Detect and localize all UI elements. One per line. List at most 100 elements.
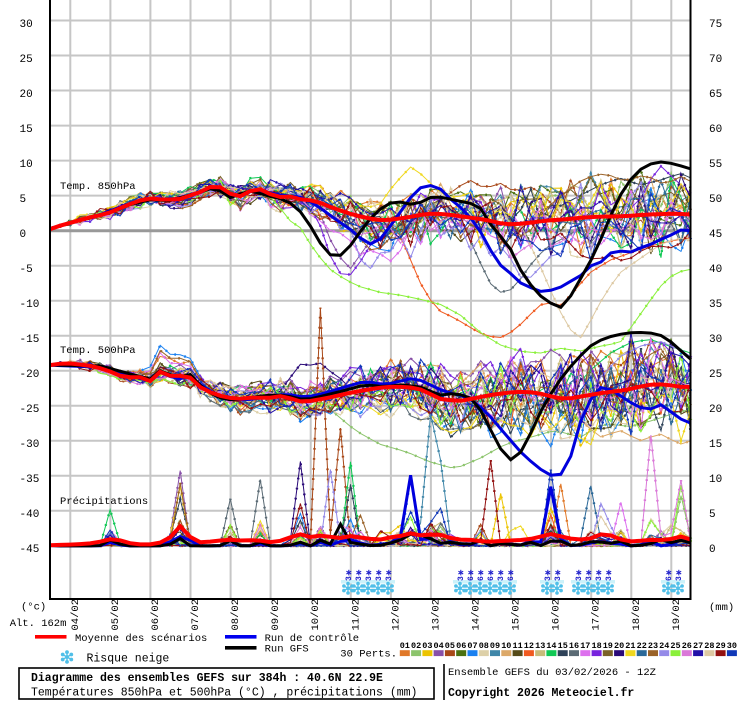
svg-text:3: 3 xyxy=(575,576,584,581)
svg-text:06/02: 06/02 xyxy=(150,599,162,631)
svg-text:3: 3 xyxy=(595,576,604,581)
svg-text:3: 3 xyxy=(605,576,614,581)
svg-text:3: 3 xyxy=(345,576,354,581)
svg-text:3: 3 xyxy=(544,576,553,581)
svg-text:13/02: 13/02 xyxy=(430,599,442,631)
svg-text:04/02: 04/02 xyxy=(70,599,82,631)
svg-text:20: 20 xyxy=(20,89,33,101)
svg-text:3: 3 xyxy=(497,576,506,581)
svg-text:6: 6 xyxy=(665,576,674,581)
svg-text:55: 55 xyxy=(709,159,722,171)
svg-text:22: 22 xyxy=(637,641,647,651)
svg-text:3: 3 xyxy=(375,576,384,581)
svg-text:-20: -20 xyxy=(20,369,40,381)
svg-text:-10: -10 xyxy=(20,299,40,311)
svg-text:10: 10 xyxy=(501,641,511,651)
svg-text:6: 6 xyxy=(507,576,516,581)
svg-text:14/02: 14/02 xyxy=(471,599,483,631)
svg-text:Diagramme des ensembles GEFS s: Diagramme des ensembles GEFS sur 384h : … xyxy=(31,672,383,685)
svg-text:Temp. 850hPa: Temp. 850hPa xyxy=(60,181,136,193)
svg-text:17/02: 17/02 xyxy=(591,599,603,631)
svg-text:06: 06 xyxy=(456,641,466,651)
svg-text:07/02: 07/02 xyxy=(190,599,202,631)
svg-text:-30: -30 xyxy=(20,439,40,451)
svg-text:Ensemble GEFS du 03/02/2026 -: Ensemble GEFS du 03/02/2026 - 12Z xyxy=(448,667,656,679)
svg-text:Run de contrôle: Run de contrôle xyxy=(265,633,360,645)
svg-text:0: 0 xyxy=(709,544,716,556)
svg-text:07: 07 xyxy=(467,641,477,651)
svg-text:Moyenne des scénarios: Moyenne des scénarios xyxy=(75,633,207,645)
svg-text:19/02: 19/02 xyxy=(671,599,683,631)
svg-text:02: 02 xyxy=(411,641,421,651)
svg-text:6: 6 xyxy=(467,576,476,581)
svg-text:30 Perts.: 30 Perts. xyxy=(340,649,397,661)
svg-text:01: 01 xyxy=(400,641,410,651)
svg-text:Copyright 2026 Meteociel.fr: Copyright 2026 Meteociel.fr xyxy=(448,687,634,700)
svg-text:Risque neige: Risque neige xyxy=(87,653,170,666)
svg-text:25: 25 xyxy=(670,641,680,651)
svg-text:08: 08 xyxy=(479,641,489,651)
svg-text:30: 30 xyxy=(727,641,737,651)
svg-text:3: 3 xyxy=(585,576,594,581)
svg-text:15: 15 xyxy=(20,124,33,136)
svg-text:Run GFS: Run GFS xyxy=(265,644,309,656)
svg-text:18: 18 xyxy=(591,641,601,651)
svg-text:-45: -45 xyxy=(20,544,40,556)
svg-text:09/02: 09/02 xyxy=(270,599,282,631)
svg-text:40: 40 xyxy=(709,264,722,276)
svg-text:14: 14 xyxy=(546,641,556,651)
svg-text:24: 24 xyxy=(659,641,669,651)
svg-text:04: 04 xyxy=(433,641,443,651)
svg-text:26: 26 xyxy=(682,641,692,651)
svg-text:3: 3 xyxy=(554,576,563,581)
svg-text:11/02: 11/02 xyxy=(350,599,362,631)
svg-text:(mm): (mm) xyxy=(709,602,734,614)
svg-text:21: 21 xyxy=(625,641,635,651)
svg-text:70: 70 xyxy=(709,54,722,66)
svg-text:16: 16 xyxy=(569,641,579,651)
svg-text:-40: -40 xyxy=(20,509,40,521)
svg-text:15: 15 xyxy=(558,641,568,651)
svg-text:29: 29 xyxy=(715,641,725,651)
svg-text:08/02: 08/02 xyxy=(230,599,242,631)
svg-text:17: 17 xyxy=(580,641,590,651)
svg-text:35: 35 xyxy=(709,299,722,311)
svg-text:15: 15 xyxy=(709,439,722,451)
svg-text:25: 25 xyxy=(709,369,722,381)
svg-text:5: 5 xyxy=(20,194,27,206)
svg-text:Températures 850hPa et 500hPa: Températures 850hPa et 500hPa (°C) , pré… xyxy=(31,687,417,700)
svg-text:10: 10 xyxy=(20,159,33,171)
svg-text:Temp. 500hPa: Temp. 500hPa xyxy=(60,345,136,357)
svg-text:23: 23 xyxy=(648,641,658,651)
svg-text:75: 75 xyxy=(709,19,722,31)
svg-text:12/02: 12/02 xyxy=(390,599,402,631)
svg-text:18/02: 18/02 xyxy=(631,599,643,631)
svg-text:65: 65 xyxy=(709,89,722,101)
svg-text:05/02: 05/02 xyxy=(110,599,122,631)
svg-text:45: 45 xyxy=(709,229,722,241)
svg-text:12: 12 xyxy=(524,641,534,651)
svg-text:25: 25 xyxy=(20,54,33,66)
svg-text:19: 19 xyxy=(603,641,613,651)
svg-text:15/02: 15/02 xyxy=(511,599,523,631)
svg-text:09: 09 xyxy=(490,641,500,651)
svg-text:60: 60 xyxy=(709,124,722,136)
svg-text:3: 3 xyxy=(355,576,364,581)
svg-text:16/02: 16/02 xyxy=(551,599,563,631)
svg-text:30: 30 xyxy=(20,19,33,31)
svg-text:0: 0 xyxy=(20,229,27,241)
svg-text:-35: -35 xyxy=(20,474,40,486)
svg-text:5: 5 xyxy=(709,509,716,521)
svg-text:(°c): (°c) xyxy=(21,602,46,614)
svg-text:3: 3 xyxy=(675,576,684,581)
svg-text:10/02: 10/02 xyxy=(310,599,322,631)
svg-text:11: 11 xyxy=(512,641,522,651)
svg-text:20: 20 xyxy=(614,641,624,651)
svg-text:50: 50 xyxy=(709,194,722,206)
svg-text:3: 3 xyxy=(365,576,374,581)
svg-text:-25: -25 xyxy=(20,404,40,416)
svg-text:6: 6 xyxy=(487,576,496,581)
svg-text:6: 6 xyxy=(477,576,486,581)
svg-text:-5: -5 xyxy=(20,264,33,276)
svg-text:30: 30 xyxy=(709,334,722,346)
